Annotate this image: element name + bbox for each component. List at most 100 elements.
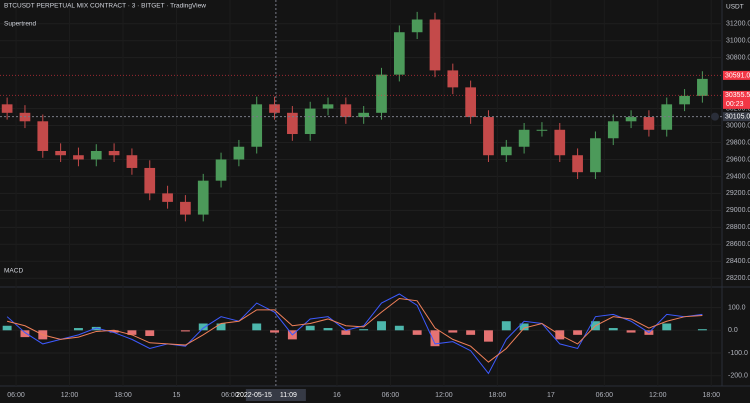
histogram-bar [608, 328, 618, 331]
histogram-bar [359, 329, 369, 331]
histogram-bar [109, 330, 119, 333]
candle-body [304, 108, 316, 135]
candle-body [376, 74, 387, 113]
candle-body [251, 104, 263, 147]
histogram-bar [127, 330, 137, 335]
y-tick-label: 29400.0 [726, 173, 750, 180]
y-tick-label: 0.0 [728, 327, 738, 334]
histogram-bar [91, 326, 101, 331]
histogram-bar [377, 321, 386, 331]
candle-body [144, 167, 156, 194]
histogram-bar [394, 325, 404, 331]
histogram-bar [270, 330, 279, 333]
candle-body [518, 129, 530, 147]
candle-body [411, 19, 423, 33]
candle-body [197, 180, 209, 215]
y-tick-label: 30800.0 [726, 55, 750, 62]
candle-body [393, 32, 405, 75]
candle-body [162, 193, 173, 202]
candle-body [55, 150, 66, 156]
candle-body [447, 70, 459, 88]
histogram-bar [466, 330, 476, 335]
y-tick-label: -200.0 [728, 373, 748, 380]
candle-body [90, 150, 102, 160]
histogram-bar [430, 330, 440, 347]
candle-body [643, 117, 655, 130]
x-tick-label: 12:00 [61, 392, 79, 399]
candle-body [661, 104, 673, 130]
candle-body [429, 19, 441, 71]
y-tick-label: 30000.0 [726, 122, 750, 129]
candle-body [233, 146, 245, 160]
histogram-bar [501, 321, 511, 331]
candle-body [269, 104, 280, 113]
histogram-bar [252, 323, 262, 331]
candle-body [500, 146, 512, 156]
y-tick-label: 28200.0 [726, 275, 750, 282]
y-tick-label: 29600.0 [726, 156, 750, 163]
histogram-bar [180, 330, 190, 332]
y-tick-label: 31000.0 [726, 38, 750, 45]
x-tick-label: 17 [547, 392, 555, 399]
candle-body [536, 129, 548, 131]
histogram-bar [448, 330, 458, 333]
histogram-bar [323, 328, 333, 331]
currency-selector[interactable]: USDT [726, 4, 744, 11]
x-tick-label: 06:00 [596, 392, 614, 399]
histogram-bar [697, 329, 707, 331]
candle-body [679, 95, 690, 105]
histogram-bar [573, 330, 583, 335]
histogram-bar [341, 330, 351, 335]
candle-body [358, 112, 370, 118]
crosshair-time: 11:09 [280, 392, 297, 399]
candle-body [126, 155, 138, 168]
candle-body [73, 155, 84, 160]
x-tick-label: 18:00 [703, 392, 721, 399]
histogram-bar [484, 330, 493, 342]
y-tick-label: 28600.0 [726, 241, 750, 248]
price-tag-label: 30591.0 [725, 72, 750, 79]
y-tick-label: 29000.0 [726, 207, 750, 214]
price-tag-label: 30355.5 [725, 92, 750, 99]
histogram-bar [519, 323, 529, 331]
histogram-bar [216, 323, 226, 331]
y-tick-label: 29800.0 [726, 139, 750, 146]
y-tick-label: 29200.0 [726, 190, 750, 197]
crosshair-time-box [245, 389, 306, 401]
histogram-bar [145, 330, 155, 336]
y-tick-label: 30200.0 [726, 105, 750, 112]
price-countdown: 00:23 [726, 101, 744, 108]
candle-body [554, 129, 566, 156]
symbol-title: BTCUSDT PERPETUAL MIX CONTRACT · 3 · BIT… [4, 3, 206, 10]
x-tick-label: 12:00 [649, 392, 667, 399]
indicator-label[interactable]: Supertrend [4, 21, 37, 28]
candle-body [108, 150, 120, 156]
x-tick-label: 06:00 [7, 392, 25, 399]
price-tag [723, 90, 750, 109]
y-tick-label: 28800.0 [726, 224, 750, 231]
candle-body [590, 138, 601, 173]
candle-body [697, 78, 708, 96]
x-tick-label: 06:00 [382, 392, 400, 399]
crosshair-button[interactable] [711, 112, 719, 121]
candle-body [572, 155, 583, 173]
y-tick-label: 100.0 [728, 304, 746, 311]
candle-body [287, 112, 298, 135]
y-tick-label: 31200.0 [726, 21, 750, 28]
candle-body [465, 87, 476, 118]
candle-body [1, 104, 13, 113]
candle-body [215, 159, 227, 181]
candle-body [180, 201, 191, 215]
histogram-bar [662, 323, 672, 331]
crosshair-price: 30105.0 [725, 113, 750, 120]
histogram-bar [20, 330, 30, 338]
x-tick-label: 06:00 [221, 392, 239, 399]
candle-body [340, 104, 352, 118]
crosshair-price-box [723, 112, 750, 122]
candle-body [322, 104, 334, 109]
price-tag [723, 70, 750, 80]
histogram-bar [412, 330, 422, 335]
x-tick-label: 18:00 [114, 392, 132, 399]
